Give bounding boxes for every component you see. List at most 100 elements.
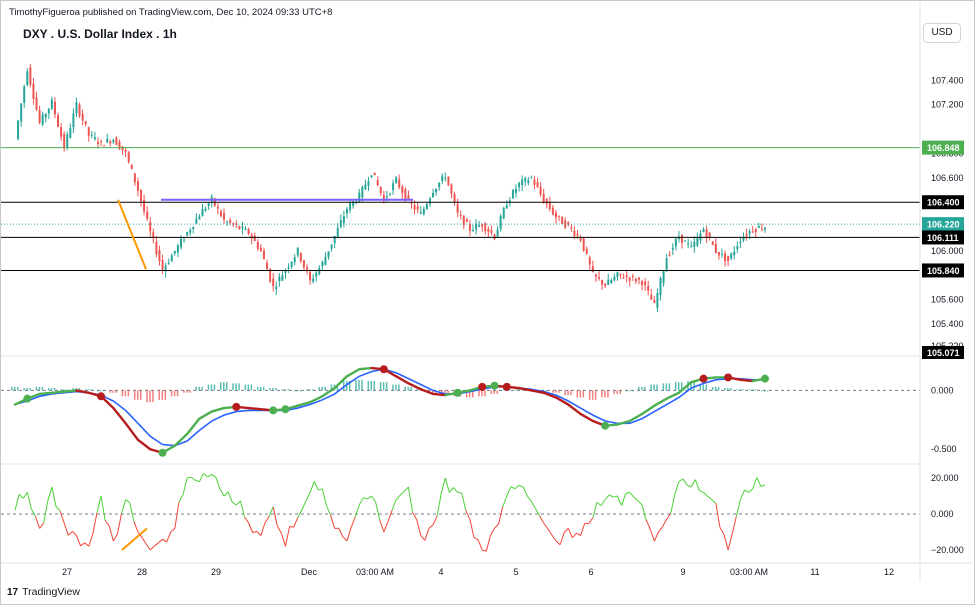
macd-histogram-bar xyxy=(115,390,117,392)
oscillator-line-segment xyxy=(310,482,314,493)
oscillator-line-segment xyxy=(535,509,539,516)
oscillator-line-segment xyxy=(314,482,318,490)
oscillator-line-segment xyxy=(679,479,683,482)
candle-body xyxy=(343,216,345,223)
oscillator-line-segment xyxy=(613,496,617,497)
candle-body xyxy=(266,263,268,270)
oscillator-line-segment xyxy=(290,526,294,527)
candle-body xyxy=(272,279,274,287)
candle-body xyxy=(398,179,400,187)
macd-cross-marker xyxy=(269,406,277,414)
oscillator-line-segment xyxy=(716,503,720,527)
oscillator-line-segment xyxy=(240,501,244,517)
candle-body xyxy=(706,229,708,238)
oscillator-line-segment xyxy=(560,533,564,545)
macd-histogram-bar xyxy=(248,385,250,391)
candle-body xyxy=(632,276,634,277)
candle-body xyxy=(100,141,102,142)
macd-histogram-bar xyxy=(398,385,400,391)
price-tick-label: 107.400 xyxy=(931,75,964,85)
candle-body xyxy=(549,202,551,209)
macd-histogram-bar xyxy=(494,390,496,394)
oscillator-line-segment xyxy=(490,528,494,535)
oscillator-line-segment xyxy=(93,513,97,534)
oscillator-line-segment xyxy=(64,523,68,535)
macd-histogram-bar xyxy=(742,389,744,390)
time-tick-label: 12 xyxy=(884,567,894,577)
time-tick-label: 5 xyxy=(513,567,518,577)
macd-histogram-bar xyxy=(11,387,13,391)
oscillator-line-segment xyxy=(704,492,708,496)
macd-histogram-bar xyxy=(257,387,259,391)
macd-histogram-bar xyxy=(189,390,191,392)
candle-body xyxy=(189,230,191,233)
osc-tick-label: 0.000 xyxy=(931,509,954,519)
candle-body xyxy=(128,152,130,161)
macd-histogram-bar xyxy=(263,387,265,391)
macd-histogram-bar xyxy=(484,390,486,396)
candle-body xyxy=(192,227,194,229)
candle-body xyxy=(226,221,228,222)
macd-histogram-bar xyxy=(558,390,560,392)
macd-histogram-bar xyxy=(749,389,751,390)
oscillator-line-segment xyxy=(441,478,445,494)
oscillator-line-segment xyxy=(552,535,556,541)
candle-body xyxy=(103,145,105,146)
oscillator-line-segment xyxy=(732,516,736,534)
candle-body xyxy=(315,273,317,277)
macd-histogram-bar xyxy=(669,383,671,390)
oscillator-line-segment xyxy=(142,537,146,544)
oscillator-line-segment xyxy=(478,540,482,550)
macd-histogram-bar xyxy=(613,390,615,394)
macd-histogram-bar xyxy=(103,390,105,391)
macd-histogram-bar xyxy=(386,382,388,390)
time-tick-label: 29 xyxy=(211,567,221,577)
price-pane: 107.400107.200106.800106.600106.200106.0… xyxy=(1,64,964,359)
candle-body xyxy=(444,178,446,179)
candle-body xyxy=(260,248,262,251)
candle-body xyxy=(699,233,701,240)
candle-body xyxy=(51,99,53,108)
oscillator-line-segment xyxy=(220,489,224,496)
candle-body xyxy=(220,211,222,216)
oscillator-line-segment xyxy=(175,502,179,528)
macd-histogram-bar xyxy=(297,390,299,391)
oscillator-line-segment xyxy=(474,538,478,540)
candle-body xyxy=(97,142,99,144)
candle-body xyxy=(475,224,477,230)
oscillator-line-segment xyxy=(761,485,765,486)
macd-histogram-bar xyxy=(675,382,677,390)
macd-histogram-bar xyxy=(650,385,652,391)
candle-body xyxy=(17,121,19,139)
macd-histogram-bar xyxy=(604,390,606,397)
candle-body xyxy=(248,229,250,234)
macd-line-segment xyxy=(199,412,211,419)
oscillator-line-segment xyxy=(269,507,273,517)
macd-histogram-bar xyxy=(564,390,566,395)
oscillator-line-segment xyxy=(630,492,634,497)
oscillator-line-segment xyxy=(187,477,191,478)
macd-line-segment xyxy=(212,408,224,412)
time-tick-label: 27 xyxy=(62,567,72,577)
candle-body xyxy=(450,184,452,193)
oscillator-line-segment xyxy=(433,516,437,525)
price-level-label: 106.111 xyxy=(927,233,959,243)
candle-body xyxy=(146,212,148,219)
candle-body xyxy=(155,242,157,254)
oscillator-line-segment xyxy=(404,487,408,491)
candle-body xyxy=(638,278,640,280)
oscillator-line-segment xyxy=(101,496,105,520)
candle-body xyxy=(223,213,225,219)
macd-histogram-bar xyxy=(63,389,65,390)
candle-body xyxy=(429,199,431,204)
macd-histogram-bar xyxy=(23,388,25,390)
candle-body xyxy=(205,209,207,211)
oscillator-line-segment xyxy=(183,478,187,495)
macd-histogram-bar xyxy=(718,387,720,391)
oscillator-line-segment xyxy=(462,493,466,510)
candle-body xyxy=(438,183,440,188)
oscillator-line-segment xyxy=(367,496,371,499)
